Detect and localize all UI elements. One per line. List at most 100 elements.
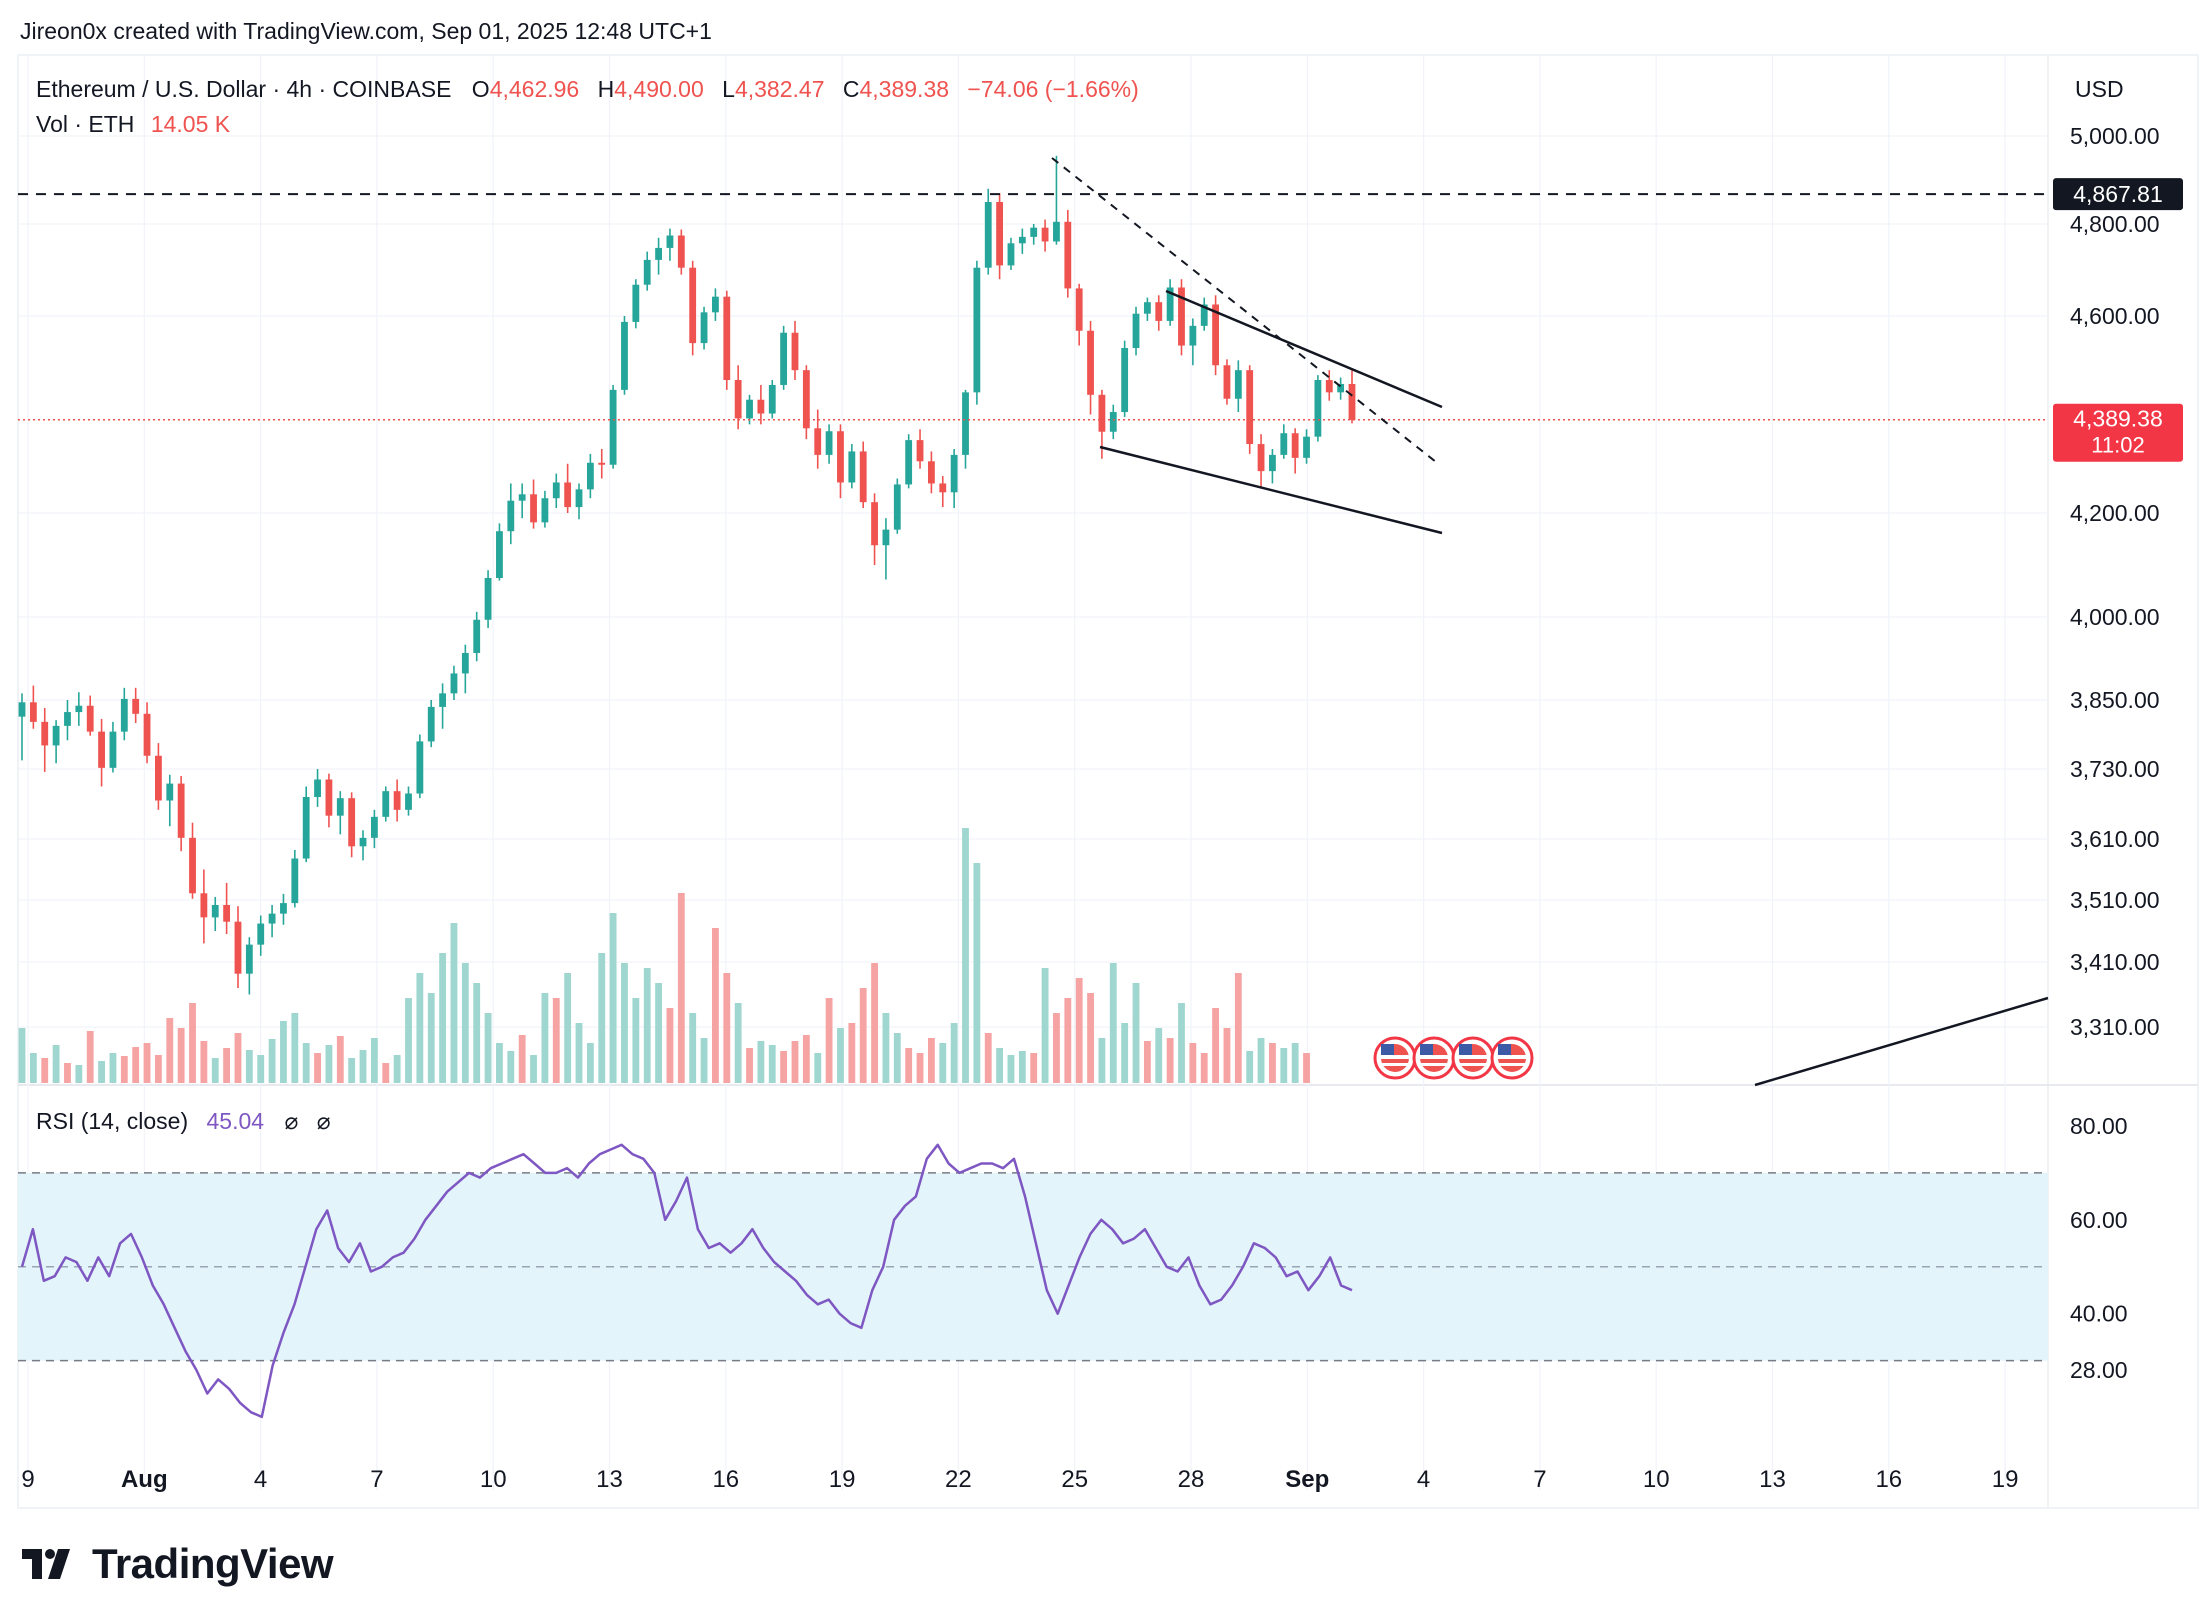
candle-body[interactable] xyxy=(109,731,117,768)
us-flag-icon[interactable] xyxy=(1412,1036,1456,1080)
us-flag-icon[interactable] xyxy=(1490,1036,1534,1080)
candle-body[interactable] xyxy=(984,202,992,268)
candle-body[interactable] xyxy=(700,312,708,344)
wedge-upper-trendline[interactable] xyxy=(1165,289,1443,409)
candlesticks[interactable] xyxy=(18,155,1356,995)
candle-body[interactable] xyxy=(1348,383,1356,420)
candle-body[interactable] xyxy=(1041,227,1049,242)
candle-body[interactable] xyxy=(598,462,606,465)
candle-body[interactable] xyxy=(1166,287,1174,321)
candle-body[interactable] xyxy=(575,489,583,508)
candle-body[interactable] xyxy=(1075,288,1083,331)
candle-body[interactable] xyxy=(291,858,299,904)
us-event-flags[interactable] xyxy=(1373,1036,1534,1080)
candle-body[interactable] xyxy=(1189,325,1197,346)
candle-body[interactable] xyxy=(632,284,640,322)
candle-body[interactable] xyxy=(1155,302,1163,321)
candle-body[interactable] xyxy=(848,451,856,483)
candle-body[interactable] xyxy=(416,741,424,794)
candle-body[interactable] xyxy=(1098,394,1106,432)
candle-body[interactable] xyxy=(837,431,844,483)
candle-body[interactable] xyxy=(496,531,503,578)
us-flag-icon[interactable] xyxy=(1373,1036,1417,1080)
candle-body[interactable] xyxy=(1234,370,1242,399)
candle-body[interactable] xyxy=(905,440,913,485)
candle-body[interactable] xyxy=(120,698,128,732)
candle-body[interactable] xyxy=(666,235,674,248)
candle-body[interactable] xyxy=(1337,383,1345,393)
candle-body[interactable] xyxy=(609,389,617,465)
candle-body[interactable] xyxy=(1280,433,1288,455)
candle-body[interactable] xyxy=(1246,370,1254,445)
candle-body[interactable] xyxy=(1325,380,1333,393)
candle-body[interactable] xyxy=(518,494,526,501)
ascending-trendline[interactable] xyxy=(1754,996,2049,1087)
candle-body[interactable] xyxy=(348,798,356,847)
candle-body[interactable] xyxy=(950,454,958,493)
candle-body[interactable] xyxy=(155,755,162,801)
candle-body[interactable] xyxy=(245,944,253,974)
candle-body[interactable] xyxy=(382,791,390,817)
candle-body[interactable] xyxy=(1132,313,1140,349)
candle-body[interactable] xyxy=(132,698,140,714)
candle-body[interactable] xyxy=(996,202,1004,266)
candle-body[interactable] xyxy=(211,904,219,918)
candle-body[interactable] xyxy=(621,321,628,390)
candle-body[interactable] xyxy=(86,705,94,732)
tradingview-logo[interactable]: TradingView xyxy=(22,1540,334,1588)
candle-body[interactable] xyxy=(791,332,799,371)
candle-body[interactable] xyxy=(314,779,321,798)
candle-body[interactable] xyxy=(1018,236,1026,244)
rsi-line[interactable] xyxy=(20,1143,1353,1419)
candle-body[interactable] xyxy=(802,370,810,429)
candle-body[interactable] xyxy=(1200,304,1208,326)
candle-body[interactable] xyxy=(1007,243,1015,266)
candle-body[interactable] xyxy=(1030,227,1038,237)
candle-body[interactable] xyxy=(1212,304,1219,366)
candle-body[interactable] xyxy=(29,702,37,722)
candle-body[interactable] xyxy=(893,484,901,530)
candle-body[interactable] xyxy=(405,793,412,810)
candle-body[interactable] xyxy=(655,247,662,260)
candle-body[interactable] xyxy=(200,893,208,918)
candle-body[interactable] xyxy=(280,903,287,914)
candle-body[interactable] xyxy=(552,482,560,499)
candle-body[interactable] xyxy=(473,619,481,653)
candle-body[interactable] xyxy=(1121,348,1129,413)
candle-body[interactable] xyxy=(1178,287,1185,346)
candle-body[interactable] xyxy=(1269,454,1276,472)
currency-label[interactable]: USD xyxy=(2075,76,2124,102)
us-flag-icon[interactable] xyxy=(1451,1036,1495,1080)
candle-body[interactable] xyxy=(302,797,310,859)
candle-body[interactable] xyxy=(177,783,185,838)
candle-body[interactable] xyxy=(768,384,776,414)
candle-body[interactable] xyxy=(143,713,151,756)
candle-body[interactable] xyxy=(927,461,935,484)
candle-body[interactable] xyxy=(541,498,549,523)
candle-body[interactable] xyxy=(52,725,60,746)
candle-body[interactable] xyxy=(268,913,276,924)
candle-body[interactable] xyxy=(825,431,833,455)
candle-body[interactable] xyxy=(1064,221,1072,289)
candle-body[interactable] xyxy=(689,267,697,344)
candle-body[interactable] xyxy=(1109,412,1117,432)
candle-body[interactable] xyxy=(882,529,890,546)
candle-body[interactable] xyxy=(166,783,174,801)
candle-body[interactable] xyxy=(916,440,924,462)
candle-body[interactable] xyxy=(507,500,515,532)
candle-body[interactable] xyxy=(973,267,981,393)
candle-body[interactable] xyxy=(75,705,83,713)
candle-body[interactable] xyxy=(1257,444,1265,472)
candle-body[interactable] xyxy=(18,702,26,717)
candle-body[interactable] xyxy=(1087,330,1094,395)
dashed-trendline[interactable] xyxy=(1051,157,1437,463)
candle-body[interactable] xyxy=(859,451,867,503)
candle-body[interactable] xyxy=(962,392,969,455)
candle-body[interactable] xyxy=(1314,380,1322,437)
candle-body[interactable] xyxy=(427,706,435,742)
candle-body[interactable] xyxy=(871,502,878,546)
candle-body[interactable] xyxy=(336,798,344,816)
candle-body[interactable] xyxy=(564,482,572,508)
candle-body[interactable] xyxy=(734,380,742,419)
